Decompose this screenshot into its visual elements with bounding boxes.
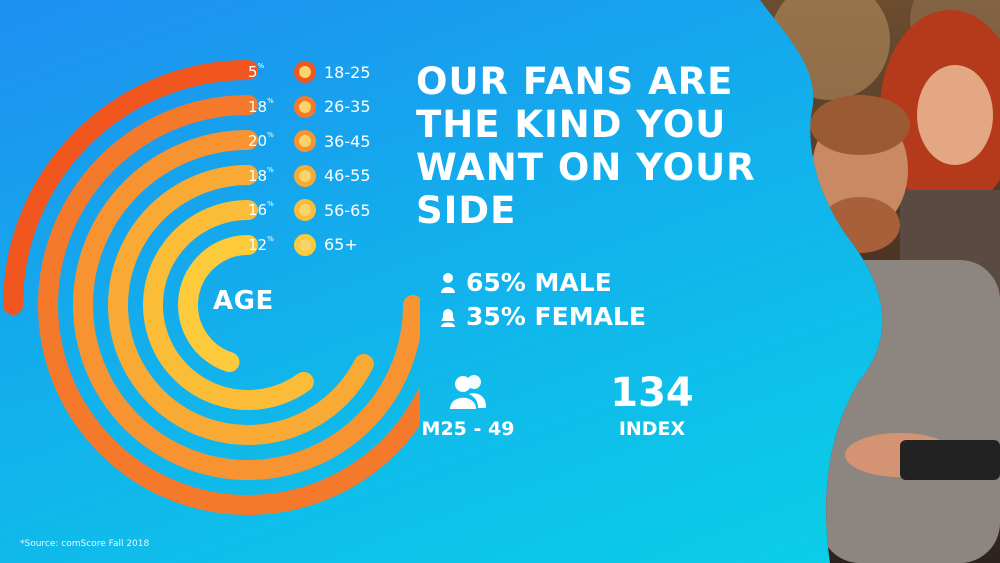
legend-percent: 20% (248, 131, 294, 150)
legend-percent-unit: % (267, 131, 274, 139)
source-note: *Source: comScore Fall 2018 (20, 539, 150, 549)
legend-ring-icon (294, 199, 316, 221)
legend-age-range: 36-45 (324, 131, 371, 151)
headline: OUR FANS ARE THE KIND YOU WANT ON YOUR S… (416, 60, 756, 232)
people-icon (450, 375, 487, 409)
legend-age-range: 26-35 (324, 97, 371, 116)
legend-percent-unit: % (267, 96, 274, 105)
age-arc-65+ (178, 235, 258, 373)
legend-item: 20% 36-45 (248, 130, 371, 152)
legend-percent: 16% (248, 200, 294, 219)
legend-item: 18% 26-35 (248, 95, 371, 118)
legend-ring-icon (294, 164, 316, 187)
legend-percent: 5% (248, 62, 294, 81)
legend-ring-icon (294, 130, 316, 152)
age-arc-46-55 (108, 165, 374, 445)
index-label: INDEX (618, 418, 686, 440)
legend-percent: 18% (248, 96, 294, 116)
legend-ring-icon (294, 233, 316, 256)
male-user-icon (441, 272, 455, 293)
legend-ring-icon (294, 61, 316, 83)
legend-percent: 18% (248, 165, 294, 185)
legend-percent-unit: % (267, 200, 274, 208)
legend-percent-value: 20 (248, 132, 268, 150)
legend-percent-value: 18 (248, 97, 268, 116)
age-arc-26-35 (38, 95, 420, 515)
legend-percent-unit: % (267, 234, 274, 243)
legend-age-range: 56-65 (324, 200, 371, 220)
legend-percent-value: 5 (248, 63, 258, 81)
legend-age-range: 65+ (324, 235, 358, 254)
age-arc-chart (3, 60, 420, 515)
age-arc-36-45 (73, 130, 420, 480)
legend-percent-value: 12 (248, 235, 268, 254)
legend-item: 18% 46-55 (248, 164, 371, 187)
index-value: 134 (610, 370, 694, 416)
age-chart-title: AGE (213, 286, 274, 316)
female-user-icon (441, 308, 455, 327)
legend-percent-unit: % (257, 62, 265, 70)
legend-percent: 12% (248, 234, 294, 254)
legend-ring-icon (294, 95, 316, 118)
legend-percent-value: 18 (248, 166, 268, 185)
female-stat: 35% FEMALE (440, 302, 646, 331)
male-stat: 65% MALE (440, 268, 612, 297)
legend-item: 12% 65+ (248, 233, 358, 256)
male-stat-label: 65% MALE (466, 268, 612, 297)
demo-label: M25 - 49 (421, 418, 515, 440)
legend-percent-value: 16 (248, 201, 268, 219)
age-arc-56-65 (143, 200, 314, 410)
legend-item: 5% 18-25 (248, 61, 371, 83)
legend-age-range: 46-55 (324, 166, 371, 185)
age-arc-18-25 (3, 60, 258, 315)
female-stat-label: 35% FEMALE (466, 302, 646, 331)
legend-percent-unit: % (267, 165, 274, 174)
legend-age-range: 18-25 (324, 62, 371, 82)
legend-item: 16% 56-65 (248, 199, 371, 221)
